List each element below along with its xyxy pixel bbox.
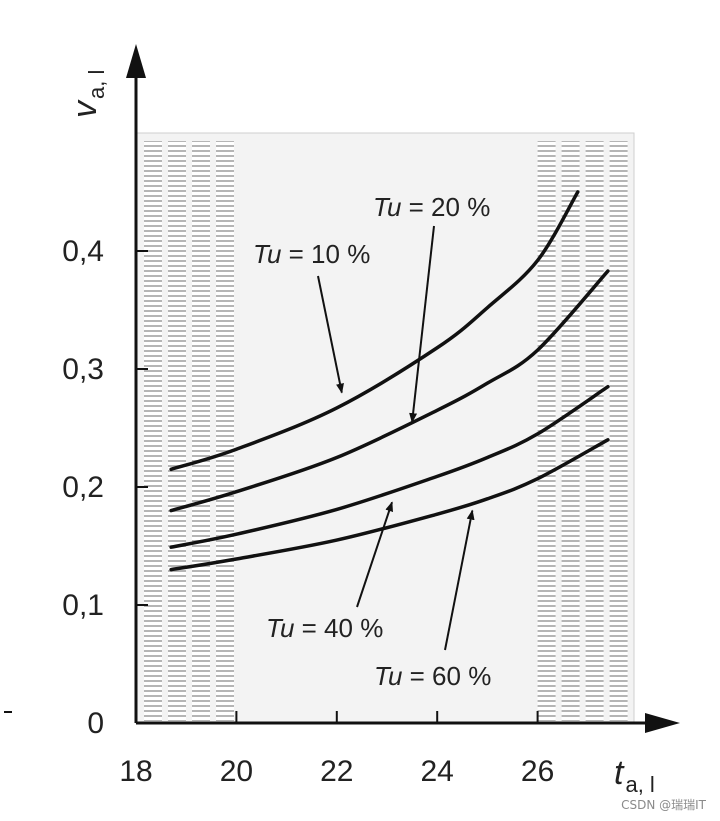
- y-tick-label: 0,2: [62, 471, 104, 504]
- x-tick-label: 18: [119, 755, 152, 788]
- annotation-label: Tu = 40 %: [266, 613, 383, 643]
- y-axis-ticks: 0 0,1 0,2 0,3 0,4: [62, 235, 148, 740]
- series-lines: [169, 190, 610, 572]
- y-axis-title: va, l: [66, 70, 109, 118]
- watermark: CSDN @瑞瑞IT: [621, 798, 706, 812]
- annotation-arrow: [356, 501, 393, 608]
- y-tick-label: 0,3: [62, 353, 104, 386]
- annotation-arrow: [409, 225, 435, 424]
- shaded-band-0: [168, 141, 186, 721]
- x-axis-title: ta, l: [614, 754, 655, 797]
- annotation-label: Tu = 60 %: [374, 661, 491, 691]
- shaded-band-0: [192, 141, 210, 721]
- shaded-band-1: [561, 141, 580, 721]
- x-axis-title-main: t: [614, 754, 625, 792]
- annotations: Tu = 10 %Tu = 20 %Tu = 40 %Tu = 60 %: [253, 192, 491, 691]
- annotation-label-var: Tu: [266, 613, 294, 643]
- annotation-label-value: = 10 %: [281, 239, 370, 269]
- y-tick-label: 0: [87, 707, 104, 740]
- x-tick-label: 24: [421, 755, 454, 788]
- annotation-arrow: [444, 509, 475, 651]
- x-tick-label: 20: [220, 755, 253, 788]
- y-axis-title-sub: a, l: [84, 70, 109, 99]
- series-line-4: [169, 438, 610, 572]
- shaded-band-0: [216, 141, 234, 721]
- x-axis-ticks: 18 20 22 24 26: [119, 711, 554, 788]
- annotation-label: Tu = 10 %: [253, 239, 370, 269]
- x-axis-arrowhead: [645, 713, 680, 733]
- annotation-label-value: = 20 %: [401, 192, 490, 222]
- series-line-3: [169, 384, 610, 549]
- series-line-1: [169, 190, 580, 472]
- annotation-arrow: [317, 275, 344, 394]
- y-tick-label: 0,1: [62, 589, 104, 622]
- annotation-label-var: Tu: [374, 661, 402, 691]
- y-tick-label: 0,4: [62, 235, 104, 268]
- y-axis-title-main: v: [66, 99, 104, 118]
- y-axis-arrowhead: [126, 44, 146, 78]
- annotation-label-var: Tu: [373, 192, 401, 222]
- x-tick-label: 26: [521, 755, 554, 788]
- shaded-band-1: [585, 141, 604, 721]
- annotation-label-var: Tu: [253, 239, 281, 269]
- annotation-label: Tu = 20 %: [373, 192, 490, 222]
- annotation-label-value: = 60 %: [402, 661, 491, 691]
- shaded-band-0: [144, 141, 162, 721]
- shaded-bands: [144, 141, 628, 721]
- axes: [4, 44, 680, 733]
- annotation-label-value: = 40 %: [294, 613, 383, 643]
- series-line-2: [169, 269, 610, 513]
- x-tick-label: 22: [320, 755, 353, 788]
- x-axis-title-sub: a, l: [625, 772, 654, 797]
- shaded-band-1: [609, 141, 628, 721]
- shaded-band-1: [537, 141, 556, 721]
